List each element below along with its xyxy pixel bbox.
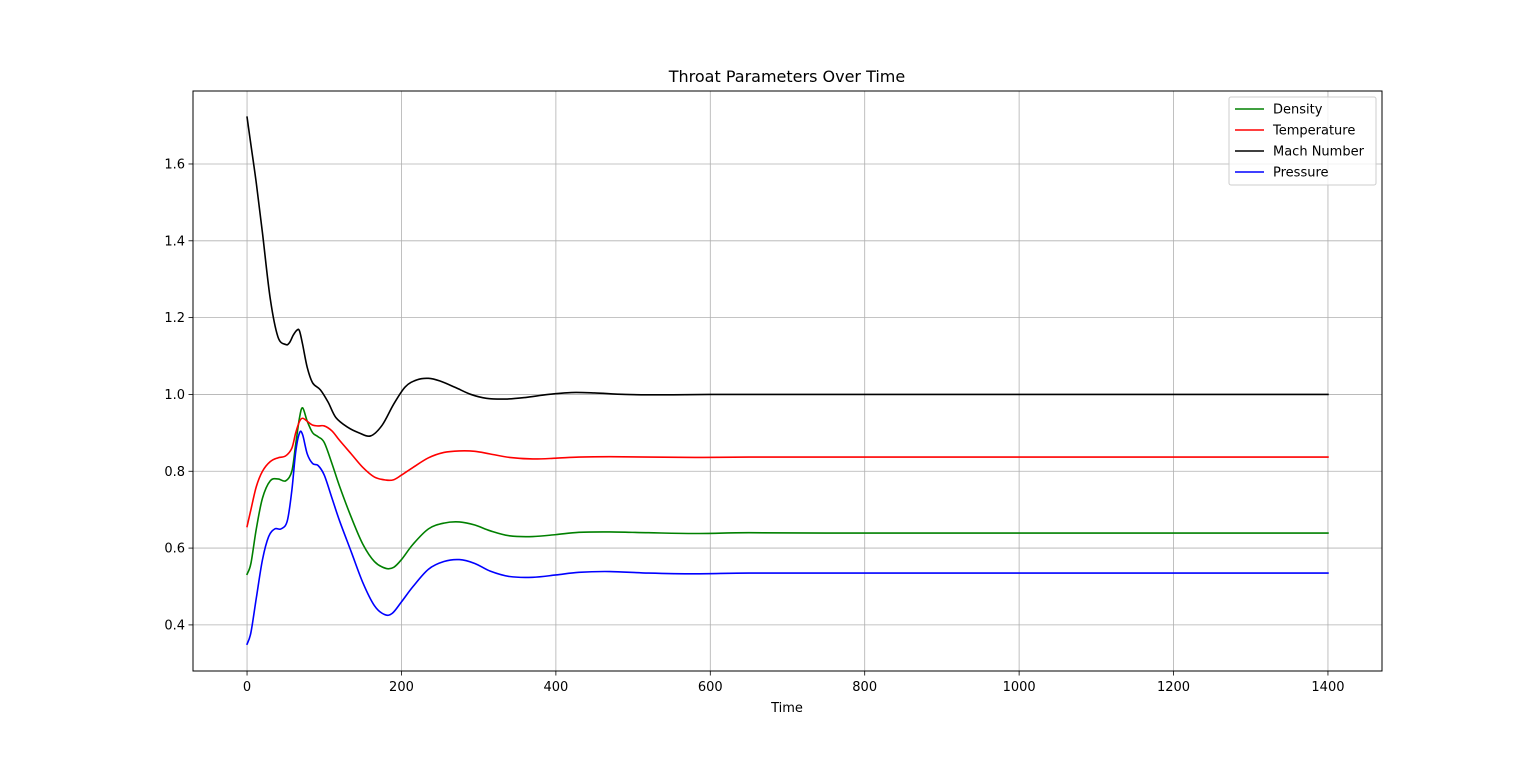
chart-title: Throat Parameters Over Time xyxy=(668,67,905,86)
legend-box xyxy=(1228,96,1377,186)
legend-label: Temperature xyxy=(1272,124,1355,139)
y-tick-label: 1.2 xyxy=(164,311,185,326)
series-line-temperature xyxy=(246,417,1329,528)
x-tick-label: 1400 xyxy=(1311,680,1344,695)
x-tick-label: 600 xyxy=(698,680,723,695)
series-lines xyxy=(246,116,1329,646)
x-axis: 0 200 400 600 800 1000 1200 1400 xyxy=(243,671,1345,695)
grid-lines xyxy=(193,91,1382,671)
x-tick-label: 1200 xyxy=(1157,680,1190,695)
series-line-density xyxy=(246,407,1329,576)
x-axis-label: Time xyxy=(770,701,803,716)
y-tick-label: 1.4 xyxy=(164,234,185,249)
y-axis: 0.4 0.6 0.8 1.0 1.2 1.4 1.6 xyxy=(164,157,193,633)
plot-frame xyxy=(192,90,1383,672)
x-tick-label: 0 xyxy=(243,680,251,695)
legend: Density Temperature Mach Number Pressure xyxy=(1228,96,1377,186)
series-line-mach-number xyxy=(246,116,1329,438)
y-tick-label: 0.8 xyxy=(164,465,185,480)
x-tick-label: 400 xyxy=(543,680,568,695)
legend-label: Pressure xyxy=(1273,166,1329,181)
x-tick-label: 800 xyxy=(852,680,877,695)
x-tick-label: 200 xyxy=(389,680,414,695)
series-line-pressure xyxy=(246,430,1329,646)
y-tick-label: 0.4 xyxy=(164,618,185,633)
y-tick-label: 1.0 xyxy=(164,388,185,403)
x-tick-label: 1000 xyxy=(1003,680,1036,695)
legend-label: Mach Number xyxy=(1273,145,1365,160)
y-tick-label: 0.6 xyxy=(164,542,185,557)
y-tick-label: 1.6 xyxy=(164,157,185,172)
legend-label: Density xyxy=(1273,103,1323,118)
